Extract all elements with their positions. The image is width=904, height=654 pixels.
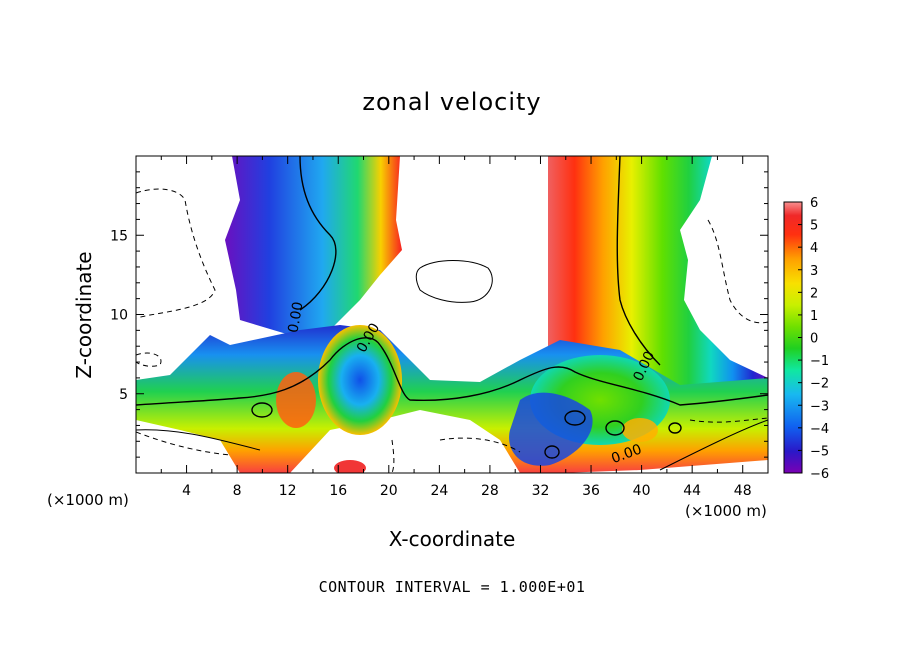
x-tick-label: 36 — [582, 483, 600, 499]
x-multiplier-label-right: (×1000 m) — [685, 502, 767, 520]
colorbar-ticks: 6 5 4 3 2 1 0 −1 −2 −3 −4 −5 −6 — [798, 196, 829, 482]
x-tick-label: 48 — [734, 483, 752, 499]
colorbar-tick-label: 4 — [810, 241, 818, 256]
colorbar-tick-label: 0 — [810, 332, 818, 347]
colorbar-tick-label: 5 — [810, 219, 818, 234]
x-tick-label: 44 — [683, 483, 701, 499]
x-tick-label: 12 — [279, 483, 297, 499]
colorbar-tick-label: −3 — [810, 399, 829, 414]
colorbar-tick-label: −2 — [810, 377, 829, 392]
x-tick-label: 28 — [481, 483, 499, 499]
dashed-contours — [136, 188, 768, 473]
contour-lines — [136, 156, 768, 471]
colorbar-tick-label: 1 — [810, 309, 818, 324]
colorbar-tick-label: −1 — [810, 354, 829, 369]
colorbar-tick-label: 3 — [810, 264, 818, 279]
contour-interval-note: CONTOUR INTERVAL = 1.000E+01 — [318, 578, 586, 596]
y-tick-label: 15 — [110, 228, 128, 244]
x-tick-label: 16 — [329, 483, 347, 499]
x-tick-label: 40 — [633, 483, 651, 499]
velocity-field — [136, 156, 768, 473]
x-tick-label: 20 — [380, 483, 398, 499]
contour-value-label: 0.00 — [285, 301, 306, 334]
x-axis-label: X-coordinate — [388, 527, 516, 551]
x-multiplier-label-left: (×1000 m) — [47, 491, 129, 509]
colorbar-tick-label: 2 — [810, 286, 818, 301]
colorbar-tick-label: −5 — [810, 444, 829, 459]
colorbar-tick-label: 6 — [810, 196, 818, 211]
y-axis-label: Z-coordinate — [72, 251, 96, 379]
x-tick-label: 4 — [182, 483, 191, 499]
chart-title: zonal velocity — [362, 88, 542, 116]
y-tick-label: 10 — [110, 308, 128, 324]
x-tick-label: 32 — [532, 483, 550, 499]
x-tick-label: 24 — [430, 483, 448, 499]
colorbar-tick-label: −6 — [810, 467, 829, 482]
x-tick-label: 8 — [233, 483, 242, 499]
colorbar-tick-label: −4 — [810, 422, 829, 437]
y-tick-label: 5 — [119, 387, 128, 403]
